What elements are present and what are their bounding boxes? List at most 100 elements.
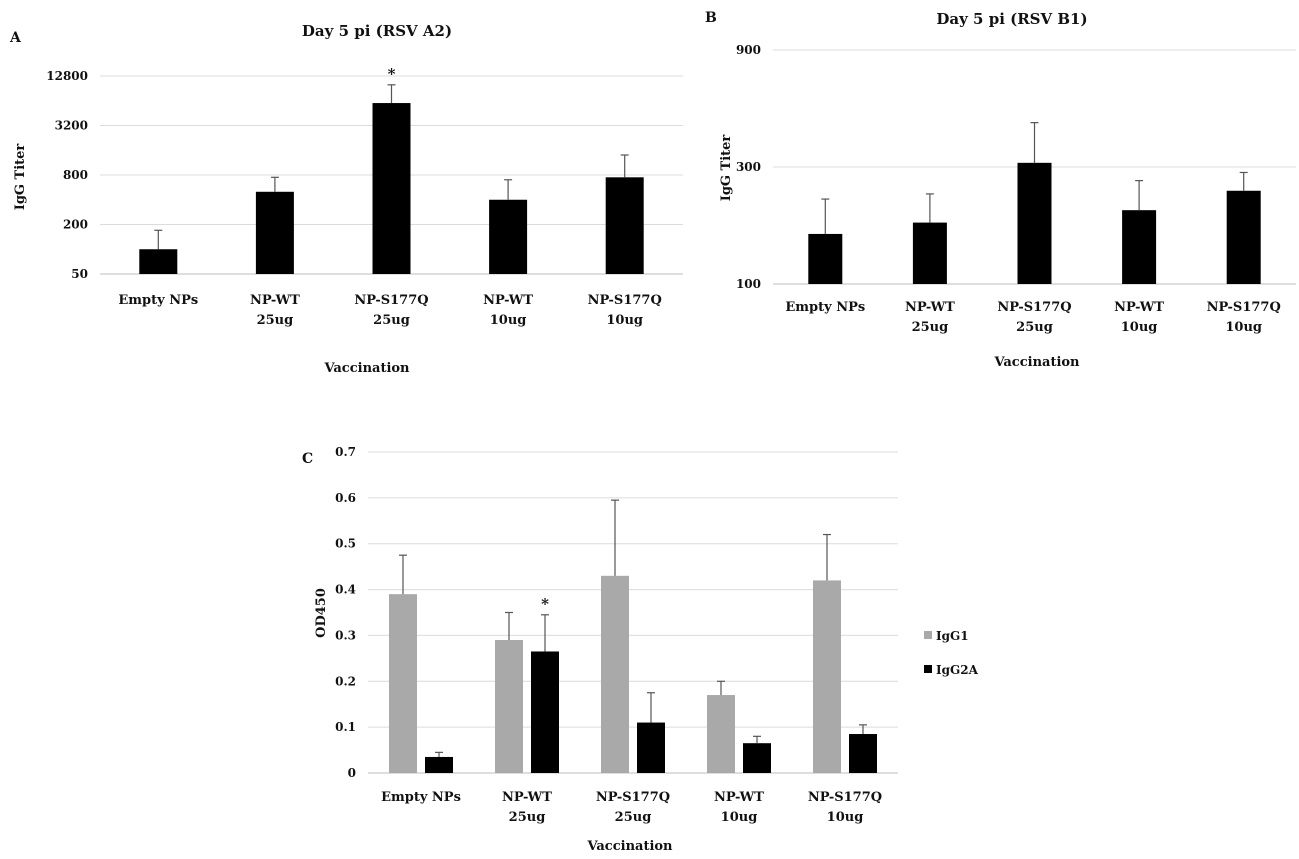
x-category-label-line: NP-S177Q	[588, 293, 662, 308]
x-category-label-line: NP-WT	[250, 293, 300, 308]
panel-a-x-axis-label: Vaccination	[323, 361, 410, 376]
bar-igg1	[813, 580, 841, 773]
bar-igg1	[707, 695, 735, 773]
panel-c-letter: C	[302, 451, 313, 467]
bar-igg1	[389, 594, 417, 773]
x-category-label-line: 10ug	[1225, 320, 1262, 335]
bar-value	[372, 103, 411, 274]
y-tick-label: 0.7	[335, 445, 356, 459]
x-category-label: NP-S177Q 25ug	[596, 790, 670, 825]
x-category-label: NP-WT 10ug	[483, 293, 533, 328]
x-category-label: NP-WT 10ug	[1114, 300, 1164, 335]
bar-igg2a	[531, 651, 559, 773]
bar-igg2a	[425, 756, 453, 773]
x-category-label: NP-S177Q 10ug	[808, 790, 882, 825]
bar-value	[1017, 162, 1052, 284]
x-category-label-line: 10ug	[606, 313, 643, 328]
panel-c-x-axis-label: Vaccination	[586, 839, 673, 854]
y-tick-label: 900	[736, 43, 761, 57]
x-category-label-line: NP-S177Q	[808, 790, 882, 805]
x-category-label-line: 25ug	[509, 810, 546, 825]
bar-value	[912, 222, 947, 284]
x-category-label: NP-WT 25ug	[250, 293, 300, 328]
y-tick-label: 0.6	[335, 491, 356, 505]
panel-c-y-axis-label: OD450	[314, 588, 329, 638]
bar-value	[605, 177, 644, 274]
panel-c-legend: IgG1 IgG2A	[924, 629, 979, 677]
bar-igg2a	[743, 743, 771, 773]
panel-b-letter: B	[705, 10, 717, 26]
bar-value	[255, 191, 294, 274]
y-tick-label: 200	[63, 218, 88, 232]
significance-marker: *	[388, 65, 396, 83]
x-category-label-line: Empty NPs	[118, 293, 198, 308]
x-category-label-line: NP-WT	[905, 300, 955, 315]
x-category-label-line: 25ug	[373, 313, 410, 328]
x-category-label-line: NP-WT	[1114, 300, 1164, 315]
y-tick-label: 100	[736, 277, 761, 291]
x-category-label-line: 10ug	[1121, 320, 1158, 335]
y-tick-label: 0	[348, 766, 356, 780]
x-category-label: NP-S177Q 25ug	[997, 300, 1071, 335]
x-category-label-line: NP-WT	[502, 790, 552, 805]
x-category-label-line: 25ug	[1016, 320, 1053, 335]
bar-value	[808, 233, 843, 284]
y-tick-label: 0.1	[335, 720, 356, 734]
panel-b-y-axis-label: IgG Titer	[719, 135, 734, 202]
bar-igg1	[495, 640, 523, 773]
x-category-label-line: NP-WT	[714, 790, 764, 805]
x-category-label: Empty NPs	[118, 293, 198, 308]
y-tick-label: 0.3	[335, 628, 356, 642]
legend-swatch-igg1	[924, 631, 932, 639]
legend-label-igg2a: IgG2A	[936, 663, 979, 677]
panel-a-letter: A	[9, 30, 22, 46]
y-tick-label: 0.2	[335, 674, 356, 688]
x-category-label-line: Empty NPs	[381, 790, 461, 805]
y-tick-label: 50	[71, 267, 88, 281]
x-category-label-line: 10ug	[490, 313, 527, 328]
panel-b-x-axis-label: Vaccination	[993, 355, 1080, 370]
x-category-label: NP-S177Q 10ug	[588, 293, 662, 328]
y-tick-label: 0.5	[335, 537, 356, 551]
significance-marker: *	[541, 595, 549, 613]
legend-swatch-igg2a	[924, 665, 932, 673]
x-category-label: NP-WT 25ug	[502, 790, 552, 825]
x-category-label: Empty NPs	[381, 790, 461, 805]
x-category-label-line: Empty NPs	[785, 300, 865, 315]
y-tick-label: 12800	[46, 69, 88, 83]
panel-a-y-axis-label: IgG Titer	[13, 144, 28, 211]
bar-igg2a	[849, 734, 877, 773]
x-category-label-line: 25ug	[912, 320, 949, 335]
bar-value	[489, 199, 528, 274]
y-tick-label: 800	[63, 168, 88, 182]
y-tick-label: 300	[736, 160, 761, 174]
x-category-label: NP-WT 25ug	[905, 300, 955, 335]
x-category-label: NP-S177Q 25ug	[354, 293, 428, 328]
legend-label-igg1: IgG1	[936, 629, 969, 643]
x-category-label-line: NP-S177Q	[354, 293, 428, 308]
x-category-label-line: 10ug	[827, 810, 864, 825]
x-category-label: NP-S177Q 10ug	[1207, 300, 1281, 335]
x-category-label-line: NP-WT	[483, 293, 533, 308]
x-category-label-line: NP-S177Q	[997, 300, 1071, 315]
bar-value	[1122, 210, 1157, 284]
x-category-label-line: 10ug	[721, 810, 758, 825]
panel-b-chart: B Day 5 pi (RSV B1) IgG Titer Vaccinatio…	[705, 10, 1296, 370]
x-category-label-line: 25ug	[257, 313, 294, 328]
panel-c-chart: C OD450 Vaccination * 0 0.1 0.2 0.3 0.4 0.5 0.…	[302, 445, 979, 854]
panel-a-title: Day 5 pi (RSV A2)	[302, 22, 452, 40]
x-category-label: NP-WT 10ug	[714, 790, 764, 825]
x-category-label: Empty NPs	[785, 300, 865, 315]
bar-igg2a	[637, 722, 665, 773]
panel-a-chart: A Day 5 pi (RSV A2) IgG Titer Vaccinatio…	[9, 22, 683, 376]
bar-value	[1226, 190, 1261, 284]
y-tick-label: 0.4	[335, 583, 356, 597]
bar-value	[139, 249, 178, 274]
x-category-label-line: 25ug	[615, 810, 652, 825]
y-tick-label: 3200	[55, 119, 88, 133]
bar-igg1	[601, 575, 629, 773]
x-category-label-line: NP-S177Q	[1207, 300, 1281, 315]
x-category-label-line: NP-S177Q	[596, 790, 670, 805]
panel-b-title: Day 5 pi (RSV B1)	[936, 10, 1087, 28]
